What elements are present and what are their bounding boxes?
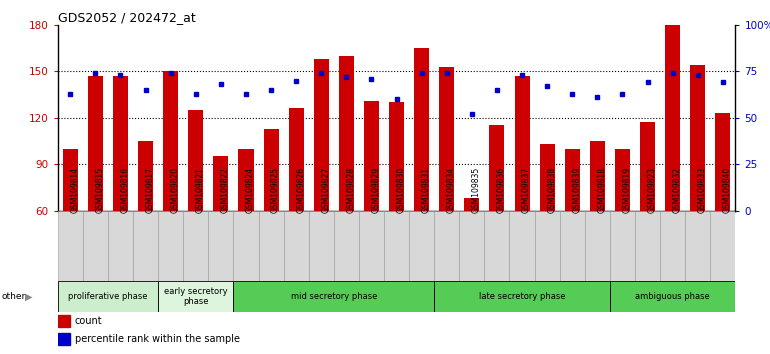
Text: late secretory phase: late secretory phase <box>479 292 565 301</box>
Bar <box>58 315 70 327</box>
Text: GDS2052 / 202472_at: GDS2052 / 202472_at <box>58 11 196 24</box>
Bar <box>560 211 584 281</box>
Text: GSM109835: GSM109835 <box>472 166 480 213</box>
Text: mid secretory phase: mid secretory phase <box>290 292 377 301</box>
Text: other: other <box>2 292 25 301</box>
Bar <box>364 101 379 211</box>
Bar <box>58 281 158 312</box>
Text: GSM109825: GSM109825 <box>271 167 280 213</box>
Text: GSM109829: GSM109829 <box>371 167 380 213</box>
Bar <box>414 48 429 211</box>
Bar <box>510 211 534 281</box>
Bar <box>88 76 103 211</box>
Bar <box>359 211 384 281</box>
Text: GSM109836: GSM109836 <box>497 166 506 213</box>
Bar <box>434 211 459 281</box>
Bar <box>615 149 630 211</box>
Bar <box>389 102 404 211</box>
Bar <box>289 108 303 211</box>
Text: GSM109832: GSM109832 <box>673 167 681 213</box>
Bar <box>209 211 233 281</box>
Bar <box>540 144 554 211</box>
Bar <box>138 141 153 211</box>
Bar <box>83 211 108 281</box>
Bar <box>158 281 233 312</box>
Bar <box>183 211 209 281</box>
Bar <box>334 211 359 281</box>
Bar <box>564 149 580 211</box>
Text: count: count <box>75 316 102 326</box>
Bar <box>584 211 610 281</box>
Text: GSM109821: GSM109821 <box>196 167 205 213</box>
Bar <box>339 56 354 211</box>
Text: GSM109824: GSM109824 <box>246 167 255 213</box>
Text: early secretory
phase: early secretory phase <box>164 287 228 306</box>
Bar <box>635 211 660 281</box>
Text: GSM109823: GSM109823 <box>648 167 657 213</box>
Text: GSM109814: GSM109814 <box>70 167 79 213</box>
Text: proliferative phase: proliferative phase <box>69 292 148 301</box>
Text: GSM109815: GSM109815 <box>95 167 105 213</box>
Bar <box>213 156 229 211</box>
Bar <box>113 76 128 211</box>
Bar <box>464 198 480 211</box>
Text: GSM109839: GSM109839 <box>572 166 581 213</box>
Bar <box>514 76 530 211</box>
Bar <box>108 211 133 281</box>
Text: GSM109818: GSM109818 <box>598 167 606 213</box>
Bar <box>263 129 279 211</box>
Bar <box>233 211 259 281</box>
Text: GSM109828: GSM109828 <box>346 167 356 213</box>
Bar <box>660 211 685 281</box>
Bar <box>188 110 203 211</box>
Text: GSM109837: GSM109837 <box>522 166 531 213</box>
Text: GSM109830: GSM109830 <box>397 166 406 213</box>
Bar <box>259 211 283 281</box>
Bar <box>309 211 334 281</box>
Text: GSM109822: GSM109822 <box>221 167 230 213</box>
Bar <box>610 211 635 281</box>
Text: GSM109826: GSM109826 <box>296 167 305 213</box>
Bar <box>665 25 680 211</box>
Bar <box>439 67 454 211</box>
Bar <box>434 281 610 312</box>
Bar <box>590 141 605 211</box>
Text: GSM109834: GSM109834 <box>447 166 456 213</box>
Bar <box>283 211 309 281</box>
Text: GSM109820: GSM109820 <box>171 167 179 213</box>
Bar <box>484 211 510 281</box>
Bar <box>163 71 178 211</box>
Bar <box>158 211 183 281</box>
Bar <box>239 149 253 211</box>
Bar <box>58 333 70 345</box>
Text: ▶: ▶ <box>25 291 32 302</box>
Bar <box>690 65 705 211</box>
Bar <box>133 211 158 281</box>
Text: GSM109838: GSM109838 <box>547 167 556 213</box>
Text: percentile rank within the sample: percentile rank within the sample <box>75 334 239 344</box>
Text: GSM109833: GSM109833 <box>698 166 707 213</box>
Bar <box>63 149 78 211</box>
Text: GSM109831: GSM109831 <box>422 167 430 213</box>
Bar <box>685 211 710 281</box>
Bar <box>610 281 735 312</box>
Bar <box>640 122 655 211</box>
Text: GSM109817: GSM109817 <box>146 167 155 213</box>
Bar <box>233 281 434 312</box>
Text: GSM109816: GSM109816 <box>120 167 129 213</box>
Bar <box>409 211 434 281</box>
Bar <box>313 59 329 211</box>
Text: ambiguous phase: ambiguous phase <box>635 292 710 301</box>
Text: GSM109819: GSM109819 <box>622 167 631 213</box>
Bar <box>715 113 730 211</box>
Text: GSM109827: GSM109827 <box>321 167 330 213</box>
Bar <box>710 211 735 281</box>
Bar <box>534 211 560 281</box>
Bar <box>459 211 484 281</box>
Text: GSM109840: GSM109840 <box>723 166 732 213</box>
Bar <box>384 211 409 281</box>
Bar <box>58 211 83 281</box>
Bar <box>490 125 504 211</box>
